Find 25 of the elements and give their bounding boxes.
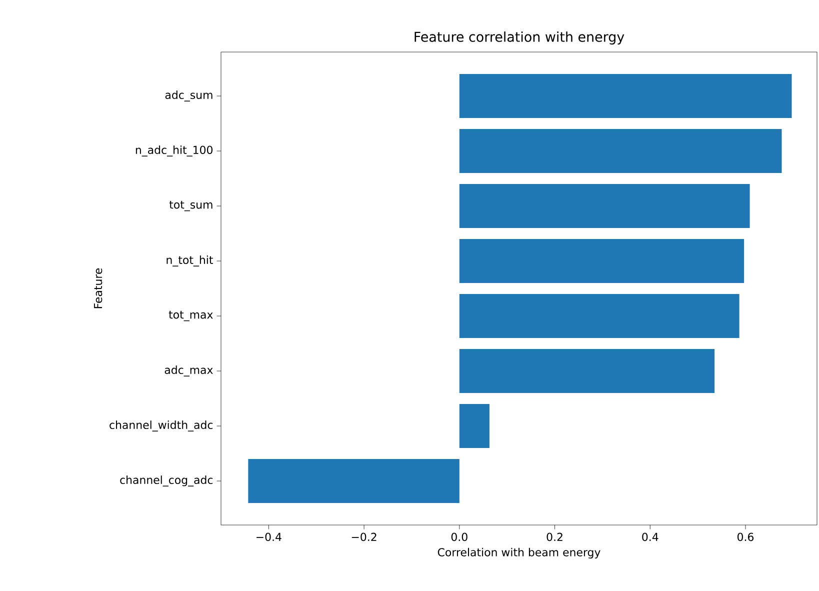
x-tick-label: 0.6 bbox=[737, 532, 754, 542]
x-tick-label: −0.2 bbox=[352, 532, 376, 542]
x-tick-label: 0.2 bbox=[546, 532, 562, 542]
y-axis-title: Feature bbox=[94, 268, 102, 308]
x-tick-label: −0.4 bbox=[256, 532, 282, 542]
bar bbox=[459, 294, 740, 338]
bar bbox=[459, 129, 782, 174]
y-tick-label: tot_sum bbox=[169, 200, 212, 212]
bar bbox=[459, 404, 490, 448]
y-tick-label: n_adc_hit_100 bbox=[136, 146, 212, 156]
chart-title: Feature correlation with energy bbox=[414, 32, 624, 45]
bar bbox=[248, 459, 460, 504]
x-tick-label: 0.4 bbox=[642, 532, 658, 542]
y-tick-label: adc_max bbox=[164, 366, 213, 376]
y-tick-label: channel_cog_adc bbox=[120, 476, 213, 486]
x-axis-title: Correlation with beam energy bbox=[438, 548, 600, 559]
y-tick-label: channel_width_adc bbox=[110, 420, 213, 432]
x-tick-label: 0.0 bbox=[451, 532, 468, 542]
bar bbox=[459, 349, 714, 394]
y-tick-label: n_tot_hit bbox=[166, 256, 213, 266]
bar bbox=[459, 239, 744, 284]
bar bbox=[459, 74, 792, 118]
bar bbox=[459, 184, 750, 228]
y-tick-label: tot_max bbox=[168, 310, 213, 322]
y-tick-label: adc_sum bbox=[165, 90, 212, 102]
